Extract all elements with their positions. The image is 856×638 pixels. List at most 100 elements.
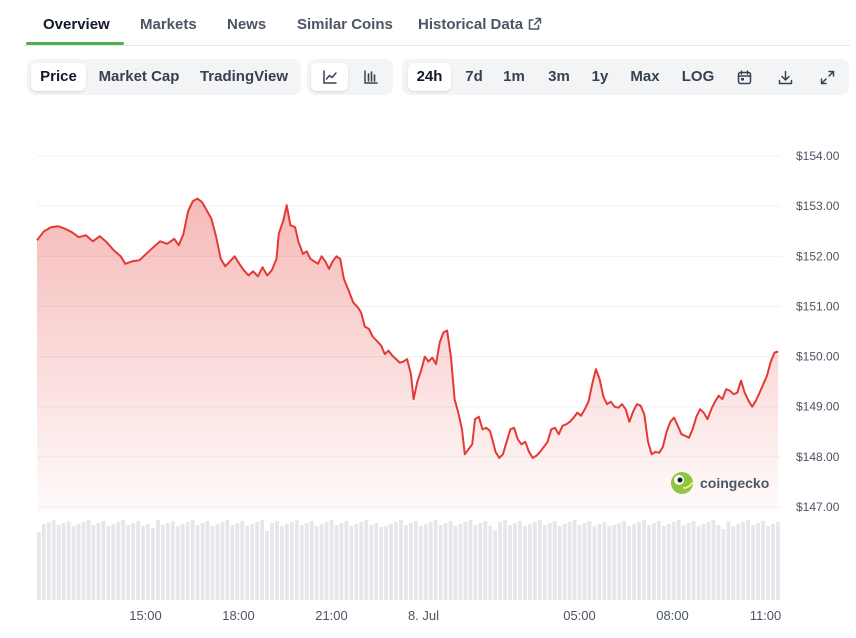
volume-bar: [141, 526, 145, 600]
range-max-button[interactable]: Max: [630, 68, 660, 85]
volume-bar: [81, 522, 86, 600]
volume-bar: [528, 524, 532, 600]
volume-bar: [240, 521, 245, 600]
volume-bar: [776, 522, 780, 600]
volume-bar: [170, 521, 175, 600]
range-3m-button[interactable]: 3m: [548, 68, 570, 85]
x-tick-label: 15:00: [129, 608, 162, 623]
volume-bar: [339, 523, 344, 600]
volume-bar: [215, 524, 220, 600]
x-tick-label: 21:00: [315, 608, 348, 623]
volume-bar: [329, 520, 334, 600]
x-tick-label: 08:00: [656, 608, 689, 623]
volume-bar: [205, 521, 210, 600]
volume-bar: [766, 526, 770, 600]
tradingview-button[interactable]: TradingView: [199, 68, 289, 85]
volume-bar: [344, 521, 349, 600]
market-cap-button[interactable]: Market Cap: [98, 68, 180, 85]
ohlc-chart-button[interactable]: [352, 63, 389, 91]
volume-bar: [493, 530, 498, 600]
volume-bar: [195, 525, 200, 600]
fullscreen-button[interactable]: [811, 63, 843, 91]
x-tick-label: 11:00: [750, 608, 782, 623]
volume-bar: [116, 522, 121, 600]
range-1m-button[interactable]: 1m: [503, 68, 525, 85]
volume-bar: [354, 524, 359, 600]
coingecko-watermark: coingecko: [671, 472, 769, 494]
x-tick-label: 18:00: [222, 608, 255, 623]
volume-bar: [270, 523, 274, 600]
volume-bar: [453, 526, 458, 600]
tab-historical-data[interactable]: Historical Data: [418, 16, 542, 35]
y-axis-labels: $154.00 $153.00 $152.00 $151.00 $150.00 $149.…: [796, 149, 840, 514]
volume-bar: [428, 522, 433, 600]
volume-bar: [190, 520, 195, 600]
volume-bar: [180, 524, 185, 600]
tab-news[interactable]: News: [227, 16, 267, 33]
volume-bar: [131, 523, 135, 600]
volume-bar: [161, 525, 165, 600]
tab-markets[interactable]: Markets: [140, 16, 197, 33]
range-7d-button[interactable]: 7d: [465, 68, 483, 85]
volume-bar: [51, 520, 56, 600]
volume-bar: [523, 526, 527, 600]
volume-bar: [409, 523, 413, 600]
ohlc-chart-icon: [363, 68, 379, 85]
volume-bar: [513, 523, 517, 600]
volume-bar: [41, 524, 46, 600]
volume-bar: [716, 525, 721, 600]
range-1y-button[interactable]: 1y: [591, 68, 609, 85]
volume-bar: [691, 521, 696, 600]
volume-bar: [483, 521, 488, 600]
volume-bar: [389, 524, 393, 600]
volume-bar: [726, 521, 731, 600]
x-tick-label: 8. Jul: [408, 608, 439, 623]
volume-bar: [314, 526, 319, 600]
volume-bar: [151, 528, 155, 600]
volume-bars: [37, 520, 780, 600]
volume-bar: [547, 523, 552, 600]
volume-bar: [721, 529, 726, 600]
volume-bar: [210, 526, 215, 600]
volume-bar: [309, 521, 314, 600]
range-24h-button[interactable]: 24h: [408, 63, 451, 91]
volume-bar: [46, 522, 51, 600]
volume-bar: [349, 526, 354, 600]
time-range-group: 24h 7d 1m 3m 1y Max LOG: [402, 59, 849, 95]
price-button[interactable]: Price: [31, 63, 86, 91]
volume-bar: [225, 520, 230, 600]
volume-bar: [399, 520, 403, 600]
volume-bar: [364, 520, 369, 600]
volume-bar: [66, 521, 71, 600]
volume-bar: [369, 525, 374, 600]
volume-bar: [533, 522, 537, 600]
download-button[interactable]: [769, 63, 801, 91]
volume-bar: [761, 521, 765, 600]
log-scale-button[interactable]: LOG: [681, 68, 715, 85]
volume-bar: [91, 525, 96, 600]
volume-bar: [468, 520, 473, 600]
volume-bar: [438, 525, 443, 600]
price-line: [36, 197, 779, 459]
volume-bar: [37, 532, 41, 600]
y-tick-label: $153.00: [796, 199, 840, 213]
volume-bar: [359, 522, 364, 600]
price-chart[interactable]: $154.00 $153.00 $152.00 $151.00 $150.00 $149.…: [0, 100, 856, 638]
tab-overview[interactable]: Overview: [43, 16, 110, 33]
volume-bar: [751, 525, 755, 600]
external-link-icon: [528, 17, 542, 35]
x-tick-label: 05:00: [563, 608, 596, 623]
volume-bar: [121, 520, 126, 600]
calendar-button[interactable]: [728, 63, 760, 91]
gecko-logo-icon: [671, 472, 693, 494]
line-chart-button[interactable]: [311, 63, 348, 91]
watermark-text: coingecko: [700, 475, 769, 491]
volume-bar: [463, 522, 468, 600]
volume-bar: [448, 521, 453, 600]
volume-bar: [265, 531, 269, 600]
tab-similar-coins[interactable]: Similar Coins: [297, 16, 393, 33]
volume-bar: [592, 526, 597, 600]
volume-bar: [627, 526, 631, 600]
volume-bar: [756, 523, 760, 600]
volume-bar: [275, 521, 279, 600]
